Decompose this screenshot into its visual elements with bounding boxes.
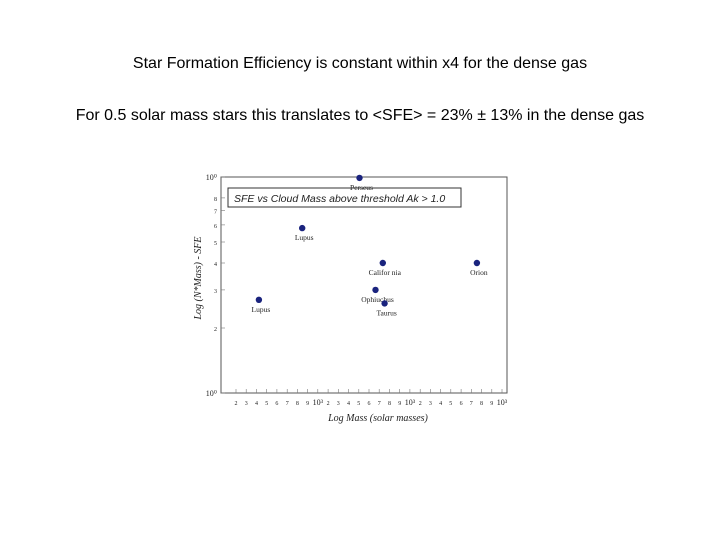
chart-title-box [227, 187, 462, 208]
x-tick-label: 2 [419, 401, 422, 407]
x-tick-label: 5 [449, 401, 452, 407]
x-tick-label: 10³ [313, 398, 324, 407]
point-label: Lupus [252, 305, 271, 314]
data-point [379, 259, 386, 267]
x-tick-label: 10³ [497, 398, 508, 407]
point-label: Lupus [295, 233, 314, 242]
x-tick-label: 7 [378, 401, 381, 407]
point-label: Ophiuchus [361, 295, 394, 304]
x-tick-label: 3 [337, 401, 340, 407]
data-point [255, 296, 263, 303]
x-tick-label: 6 [368, 401, 371, 407]
x-tick-label: 4 [347, 401, 350, 407]
x-tick-label: 8 [296, 401, 299, 407]
slide-subheading: For 0.5 solar mass stars this translates… [75, 107, 645, 124]
point-label: Perseus [350, 183, 373, 192]
x-tick-label: 5 [265, 401, 268, 407]
x-tick-label: 3 [245, 401, 248, 407]
x-tick-label: 3 [429, 401, 432, 407]
point-label: Orion [470, 268, 488, 277]
data-point [372, 286, 379, 294]
x-tick-label: 9 [490, 401, 493, 407]
y-tick-label: 4 [214, 262, 217, 268]
point-label: Taurus [376, 308, 396, 317]
y-tick-label: 5 [214, 241, 217, 247]
chart-title: SFE vs Cloud Mass above threshold Ak > 1… [234, 193, 445, 205]
x-tick-label: 2 [235, 401, 238, 407]
x-tick-label: 2 [327, 401, 330, 407]
x-tick-label: 9 [398, 401, 401, 407]
x-tick-label: 4 [439, 401, 442, 407]
plot-frame [220, 176, 508, 394]
x-tick-label: 6 [275, 401, 278, 407]
y-tick-label: 8 [214, 197, 217, 203]
y-tick-label: 10⁰ [206, 173, 217, 182]
axis-ticks: 2 3 4 5 6 7 8 9 10³ 2 3 4 5 6 7 8 9 10³ 2 3 4 5 6 7 8 9 10³10⁰8765… [206, 173, 508, 407]
y-tick-label: 2 [214, 327, 217, 333]
data-point [356, 174, 363, 182]
slide-heading: Star Formation Efficiency is constant wi… [132, 55, 588, 72]
x-tick-label: 6 [460, 401, 463, 407]
x-tick-label: 4 [255, 401, 258, 407]
y-tick-label: 6 [214, 224, 217, 230]
y-axis-label: Log (N*Mass) - SFE [193, 236, 204, 320]
x-tick-label: 9 [306, 401, 309, 407]
y-tick-label: 3 [214, 289, 217, 295]
x-tick-label: 8 [480, 401, 483, 407]
x-tick-label: 5 [357, 401, 360, 407]
data-point [473, 259, 481, 267]
data-point [381, 300, 388, 307]
x-tick-label: 7 [470, 401, 473, 407]
y-tick-label: 10⁰ [206, 389, 217, 398]
data-marks: Lupus Lupus Perseus Califor nia Ophiuchus Tau… [252, 174, 488, 317]
point-label: Califor nia [369, 268, 402, 277]
data-point [299, 224, 306, 232]
x-tick-label: 8 [388, 401, 391, 407]
x-tick-label: 7 [286, 401, 289, 407]
y-tick-label: 7 [214, 210, 217, 216]
x-tick-label: 10³ [405, 398, 416, 407]
x-axis-label: Log Mass (solar masses) [327, 413, 428, 424]
